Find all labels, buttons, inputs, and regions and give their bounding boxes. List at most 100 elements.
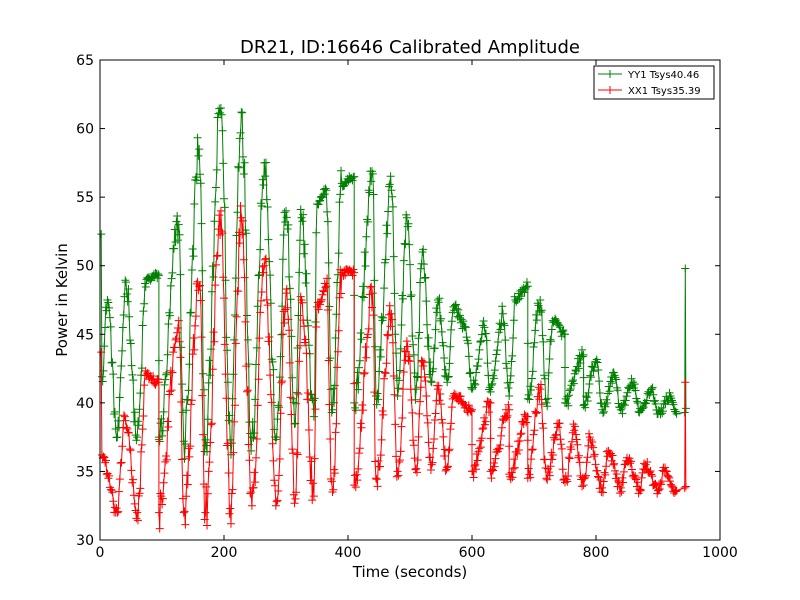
data-point-marker — [503, 411, 512, 420]
data-point-marker — [648, 383, 657, 392]
data-point-marker — [630, 380, 639, 389]
data-point-marker — [456, 392, 465, 401]
series-markers — [97, 104, 690, 463]
data-point-marker — [614, 477, 623, 486]
data-point-marker — [499, 319, 508, 328]
data-point-marker — [489, 374, 498, 383]
data-point-marker — [523, 394, 532, 403]
data-point-marker — [599, 409, 608, 418]
data-point-marker — [169, 348, 178, 357]
data-point-marker — [256, 245, 265, 254]
data-point-marker — [238, 108, 247, 117]
data-point-marker — [615, 489, 624, 498]
data-point-marker — [385, 180, 394, 189]
data-point-marker — [585, 379, 594, 388]
data-point-marker — [370, 276, 379, 285]
data-point-marker — [242, 362, 251, 371]
data-point-marker — [435, 294, 444, 303]
data-point-marker — [312, 228, 321, 237]
data-point-marker — [490, 366, 499, 375]
data-point-marker — [569, 376, 578, 385]
data-point-marker — [493, 346, 502, 355]
data-point-marker — [298, 217, 307, 226]
data-point-marker — [334, 249, 343, 258]
data-point-marker — [324, 258, 333, 267]
data-point-marker — [638, 404, 647, 413]
data-point-marker — [188, 350, 197, 359]
data-point-marker — [189, 333, 198, 342]
data-point-marker — [387, 309, 396, 318]
data-point-marker — [523, 436, 532, 445]
data-point-marker — [603, 399, 612, 408]
data-point-marker — [399, 256, 408, 265]
data-point-marker — [656, 478, 665, 487]
data-point-marker — [350, 268, 359, 277]
data-point-marker — [437, 327, 446, 336]
data-point-marker — [431, 325, 440, 334]
data-point-marker — [451, 300, 460, 309]
data-point-marker — [222, 333, 231, 342]
data-point-marker — [557, 444, 566, 453]
data-point-marker — [437, 314, 445, 323]
data-point-marker — [101, 323, 110, 332]
data-point-marker — [426, 453, 435, 462]
data-point-marker — [230, 401, 239, 410]
data-point-marker — [220, 340, 229, 349]
data-point-marker — [361, 262, 370, 271]
data-point-marker — [648, 472, 657, 481]
data-point-marker — [526, 382, 535, 391]
data-point-marker — [193, 133, 202, 142]
data-point-marker — [292, 388, 301, 397]
data-point-marker — [567, 445, 576, 454]
data-point-marker — [295, 357, 304, 366]
data-point-marker — [249, 433, 258, 442]
data-point-marker — [359, 406, 368, 415]
data-point-marker — [510, 455, 519, 464]
data-point-marker — [109, 497, 118, 506]
data-point-marker — [223, 441, 232, 450]
data-point-marker — [437, 400, 445, 409]
data-point-marker — [495, 444, 504, 453]
data-point-marker — [267, 398, 276, 407]
data-point-marker — [388, 315, 397, 324]
data-point-marker — [385, 301, 394, 310]
data-point-marker — [119, 411, 128, 420]
data-point-marker — [213, 113, 222, 122]
data-point-marker — [407, 396, 416, 405]
data-point-marker — [444, 372, 453, 381]
data-point-marker — [502, 359, 511, 368]
data-point-marker — [337, 289, 346, 298]
data-point-marker — [527, 455, 536, 464]
data-point-marker — [212, 260, 221, 269]
data-point-marker — [563, 392, 572, 401]
data-point-marker — [381, 369, 390, 378]
data-point-marker — [287, 410, 296, 419]
data-point-marker — [579, 481, 588, 490]
data-point-marker — [226, 519, 235, 528]
data-point-marker — [207, 287, 216, 296]
data-point-marker — [591, 460, 600, 469]
data-point-marker — [427, 378, 436, 387]
data-point-marker — [166, 366, 175, 375]
data-point-marker — [332, 419, 341, 428]
data-point-marker — [398, 291, 407, 300]
data-point-marker — [199, 430, 208, 439]
data-point-marker — [494, 338, 503, 347]
data-point-marker — [498, 302, 507, 311]
data-point-marker — [636, 485, 645, 494]
data-point-marker — [536, 308, 545, 317]
data-point-marker — [375, 345, 384, 354]
data-point-marker — [216, 108, 225, 117]
data-point-marker — [181, 520, 190, 529]
data-point-marker — [118, 442, 127, 451]
data-point-marker — [617, 401, 626, 410]
data-point-marker — [429, 364, 438, 373]
data-point-marker — [672, 486, 681, 495]
data-point-marker — [528, 367, 537, 376]
data-point-marker — [189, 252, 198, 261]
data-point-marker — [598, 483, 607, 492]
data-point-marker — [130, 499, 139, 508]
data-point-marker — [282, 284, 291, 293]
data-point-marker — [525, 470, 534, 479]
data-point-marker — [379, 313, 388, 322]
